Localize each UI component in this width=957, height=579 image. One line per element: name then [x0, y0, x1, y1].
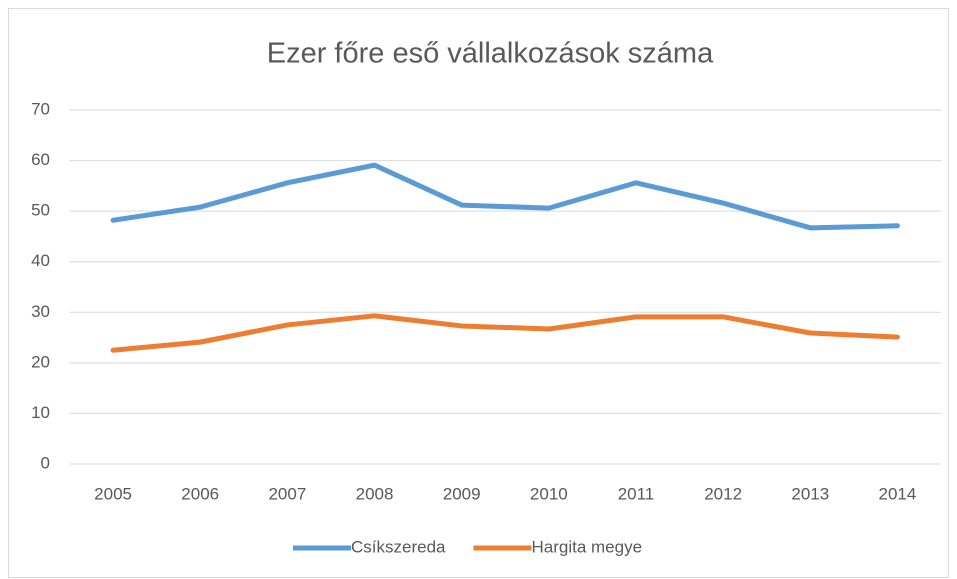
y-tick-label: 40 [31, 251, 50, 270]
y-tick-label: 50 [31, 201, 50, 220]
x-tick-label: 2005 [94, 484, 132, 503]
x-tick-label: 2006 [181, 484, 219, 503]
x-tick-label: 2012 [704, 484, 742, 503]
legend-label: Hargita megye [531, 537, 642, 556]
x-tick-label: 2013 [791, 484, 829, 503]
x-tick-label: 2014 [879, 484, 917, 503]
y-tick-label: 0 [41, 453, 50, 472]
legend-label: Csíkszereda [351, 537, 446, 556]
y-tick-label: 60 [31, 150, 50, 169]
series-line [110, 313, 900, 353]
y-tick-label: 10 [31, 403, 50, 422]
chart-title: Ezer főre eső vállalkozások száma [267, 38, 714, 70]
x-tick-label: 2009 [443, 484, 481, 503]
series-line [110, 162, 900, 231]
x-tick-label: 2007 [268, 484, 306, 503]
x-tick-label: 2011 [618, 484, 655, 503]
y-tick-label: 30 [31, 302, 50, 321]
x-tick-label: 2010 [530, 484, 568, 503]
y-tick-label: 20 [31, 352, 50, 371]
chart-frame [8, 8, 949, 578]
y-tick-label: 70 [31, 99, 50, 118]
x-tick-label: 2008 [356, 484, 394, 503]
